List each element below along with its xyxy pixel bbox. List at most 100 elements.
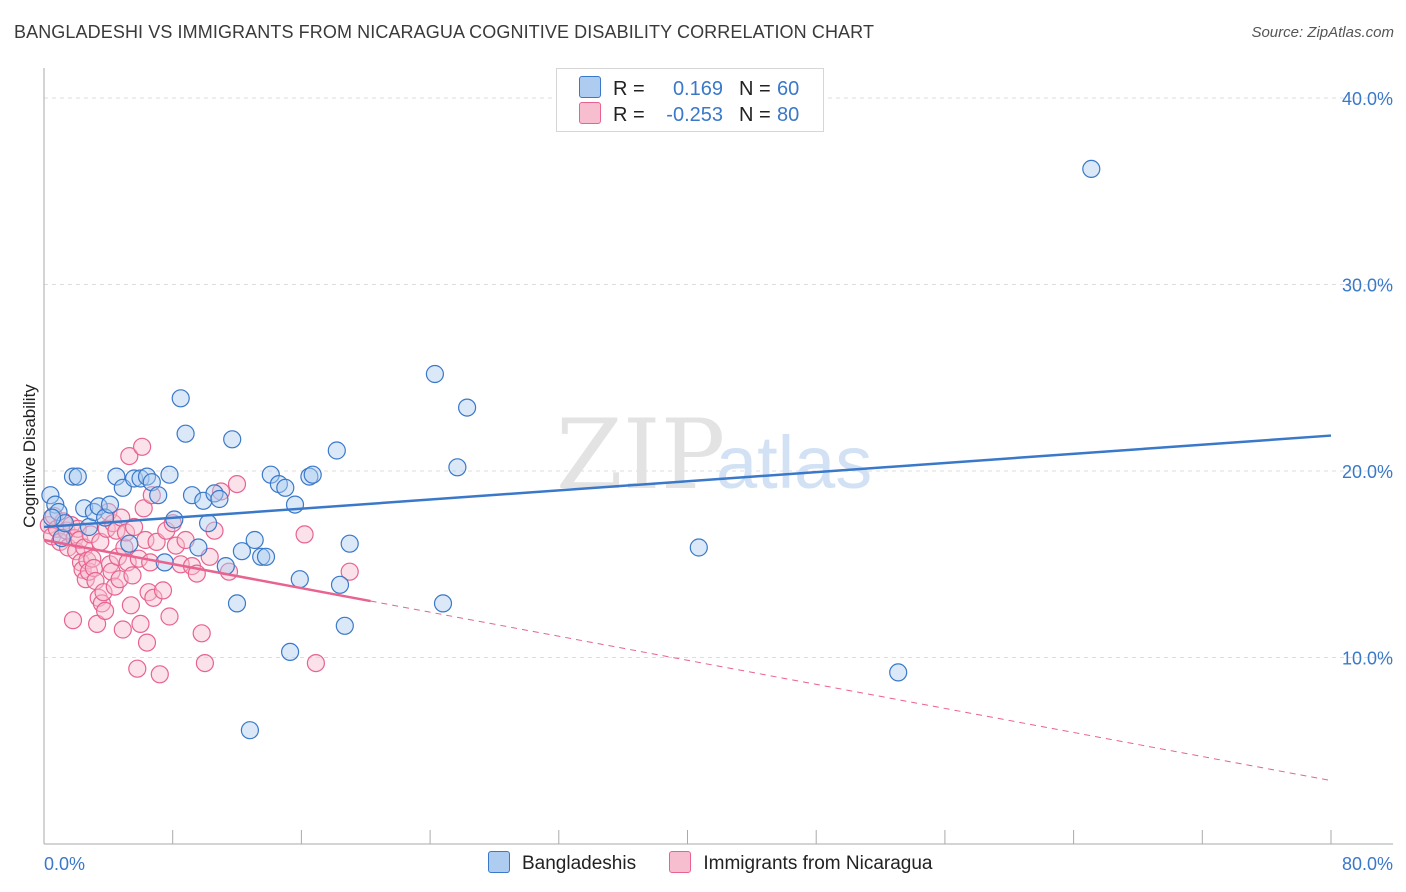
y-tick-label: 40.0% xyxy=(1342,89,1393,109)
series-legend-item-bangladeshis[interactable]: Bangladeshis xyxy=(488,851,636,875)
data-point xyxy=(195,653,214,673)
data-point xyxy=(300,467,319,486)
legend-r-label: R = xyxy=(613,104,645,126)
data-point xyxy=(340,534,359,553)
data-point xyxy=(100,495,120,514)
y-tick-labels: 10.0% 20.0% 30.0% 40.0% xyxy=(1342,89,1393,669)
data-point xyxy=(256,547,276,566)
data-point xyxy=(240,721,259,740)
data-point xyxy=(245,530,264,550)
series-legend-label: Immigrants from Nicaragua xyxy=(703,853,933,874)
data-point xyxy=(123,566,142,585)
legend-r-value: -0.253 xyxy=(666,104,723,126)
data-point xyxy=(81,525,100,544)
legend-swatch-blue xyxy=(579,76,601,98)
data-point xyxy=(160,465,179,484)
chart-title: BANGLADESHI VS IMMIGRANTS FROM NICARAGUA… xyxy=(14,22,875,42)
trend-line-nicaragua-extrapolated xyxy=(370,600,1332,782)
series-legend-label: Bangladeshis xyxy=(522,853,637,874)
legend-swatch-pink xyxy=(579,102,601,124)
legend-n-label: N = xyxy=(739,104,771,126)
series-legend-swatch-pink xyxy=(669,851,692,873)
legend-r-label: R = xyxy=(613,78,645,100)
trend-line-nicaragua xyxy=(43,538,371,603)
data-point xyxy=(142,486,161,505)
data-point xyxy=(194,491,213,510)
data-point xyxy=(120,534,139,553)
data-point xyxy=(176,424,195,443)
data-point xyxy=(120,447,139,466)
data-point xyxy=(131,469,150,488)
watermark: ZIP atlas xyxy=(556,399,872,511)
data-point xyxy=(276,478,295,497)
trend-line-bangladeshis xyxy=(43,434,1332,529)
data-point xyxy=(79,517,99,537)
data-point xyxy=(63,611,83,630)
data-point xyxy=(121,596,140,615)
data-point xyxy=(182,486,202,505)
series-legend: Bangladeshis Immigrants from Nicaragua xyxy=(488,851,961,875)
data-point xyxy=(87,614,107,634)
data-point xyxy=(89,497,108,516)
data-point xyxy=(107,467,126,486)
data-point xyxy=(303,465,322,484)
data-point xyxy=(63,467,83,486)
data-point xyxy=(327,441,346,460)
legend-n-value: 60 xyxy=(777,78,800,100)
grid-lines xyxy=(44,97,1393,658)
data-point xyxy=(89,588,108,607)
data-point xyxy=(290,570,309,589)
data-point xyxy=(171,389,190,408)
data-point xyxy=(448,458,467,477)
data-point xyxy=(134,499,153,518)
data-point xyxy=(41,486,60,505)
legend-n-label: N = xyxy=(739,78,771,100)
data-point xyxy=(458,398,477,417)
data-point xyxy=(189,538,208,557)
data-point xyxy=(128,659,147,678)
data-point xyxy=(689,538,708,557)
data-point xyxy=(295,525,314,544)
data-point xyxy=(131,614,150,634)
correlation-legend: R = 0.169 N = 60 R = -0.253 N = 80 xyxy=(556,68,824,132)
y-tick-label: 20.0% xyxy=(1342,462,1393,482)
legend-row-bangladeshis: R = 0.169 N = 60 xyxy=(579,76,799,100)
data-point xyxy=(42,508,62,527)
data-point xyxy=(133,437,152,456)
data-point xyxy=(150,665,169,684)
data-point xyxy=(95,601,115,621)
data-point xyxy=(335,616,354,635)
data-point xyxy=(227,594,247,613)
data-point xyxy=(94,583,113,602)
x-tick-label-max: 80.0% xyxy=(1342,854,1393,874)
legend-r-value: 0.169 xyxy=(672,78,723,100)
data-point xyxy=(75,499,94,518)
data-point xyxy=(1082,159,1101,178)
source-label: Source: ZipAtlas.com xyxy=(1251,24,1394,41)
data-point xyxy=(211,482,231,501)
data-point xyxy=(125,517,144,537)
data-point xyxy=(223,430,242,449)
data-point xyxy=(149,486,168,505)
data-point xyxy=(153,581,173,600)
data-point xyxy=(232,542,251,561)
watermark-zip: ZIP xyxy=(556,399,725,511)
data-point xyxy=(340,562,359,581)
y-axis-title: Cognitive Disability xyxy=(20,384,39,528)
data-point xyxy=(205,484,224,503)
data-point xyxy=(139,583,158,602)
trend-lines xyxy=(43,434,1332,782)
series-legend-swatch-blue xyxy=(488,851,510,873)
data-point xyxy=(84,502,104,522)
data-point xyxy=(252,547,271,566)
data-point xyxy=(433,594,453,613)
data-point xyxy=(160,607,179,626)
data-point xyxy=(306,653,325,673)
series-legend-item-nicaragua[interactable]: Immigrants from Nicaragua xyxy=(669,851,933,875)
data-point xyxy=(425,364,444,384)
data-point xyxy=(137,467,157,486)
data-point xyxy=(192,624,211,643)
legend-n-value: 80 xyxy=(777,104,800,126)
data-point xyxy=(165,510,184,529)
